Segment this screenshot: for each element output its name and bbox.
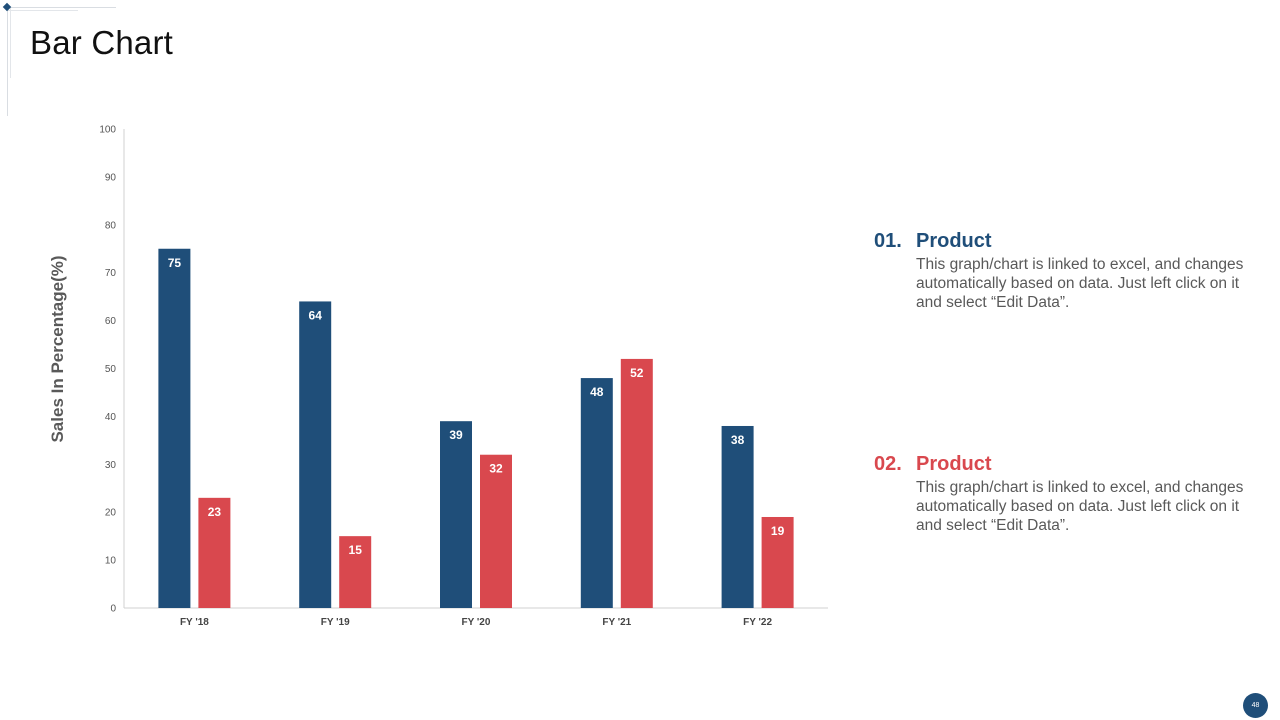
bar-data-label: 64	[309, 308, 323, 322]
y-tick-label: 20	[105, 508, 117, 519]
x-tick-label: FY '20	[462, 617, 491, 628]
bar-data-label: 52	[630, 366, 644, 380]
bar-series-2	[198, 497, 231, 608]
y-tick-label: 60	[105, 316, 117, 327]
x-tick-label: FY '21	[602, 617, 631, 628]
corner-line-vertical	[7, 8, 8, 116]
x-tick-label: FY '18	[180, 617, 209, 628]
bar-chart: 0 10 20 30 40 50 60 70 80 90 100 Sales In Percentag…	[48, 125, 828, 628]
bar-series-1	[299, 301, 332, 608]
legend-title-2: Product	[916, 453, 992, 475]
bar-series-2	[620, 358, 653, 608]
legend-item-1: 01. Product This graph/chart is linked to…	[874, 229, 1254, 312]
y-tick-label: 100	[99, 125, 116, 136]
y-tick-label: 90	[105, 172, 117, 183]
y-tick-label: 30	[105, 460, 117, 471]
y-tick-label: 70	[105, 268, 117, 279]
legend-description-2: This graph/chart is linked to excel, and…	[916, 479, 1244, 534]
bar-series-1	[580, 378, 613, 608]
x-tick-label: FY '19	[321, 617, 350, 628]
bar-data-label: 75	[168, 256, 182, 270]
y-axis-title: Sales In Percentage(%)	[48, 255, 67, 442]
bar-data-label: 48	[590, 385, 604, 399]
y-tick-label: 40	[105, 412, 117, 423]
bar-series-1	[440, 421, 472, 608]
y-tick-label: 10	[105, 556, 117, 567]
bar-data-label: 23	[208, 505, 222, 519]
legend-description-1: This graph/chart is linked to excel, and…	[916, 256, 1244, 311]
slide-title: Bar Chart	[30, 24, 174, 61]
legend-item-2: 02. Product This graph/chart is linked to…	[874, 452, 1254, 535]
corner-line-horizontal-inner	[8, 10, 78, 11]
legend-heading-1: 01. Product	[874, 229, 1254, 253]
bar-series-2	[339, 536, 372, 608]
bar-data-label: 32	[489, 462, 503, 476]
bar-series-1	[158, 248, 191, 608]
y-tick-label: 80	[105, 220, 117, 231]
legend-number-2: 02.	[874, 453, 902, 475]
bar-series-2	[480, 454, 512, 608]
bar-data-label: 39	[449, 428, 463, 442]
bar-series-2	[761, 516, 794, 608]
bar-data-label: 15	[349, 543, 363, 557]
bar-series-1	[721, 425, 754, 608]
legend-title-1: Product	[916, 230, 992, 252]
x-tick-label: FY '22	[743, 617, 772, 628]
y-tick-label: 50	[105, 364, 117, 375]
bar-data-label: 19	[771, 524, 785, 538]
legend-number-1: 01.	[874, 230, 902, 252]
corner-line-horizontal	[8, 7, 116, 8]
bar-data-label: 38	[731, 433, 745, 447]
corner-line-vertical-inner	[10, 8, 11, 78]
legend-heading-2: 02. Product	[874, 452, 1254, 476]
page-number-badge: 48	[1243, 693, 1268, 718]
y-tick-label: 0	[110, 604, 116, 615]
